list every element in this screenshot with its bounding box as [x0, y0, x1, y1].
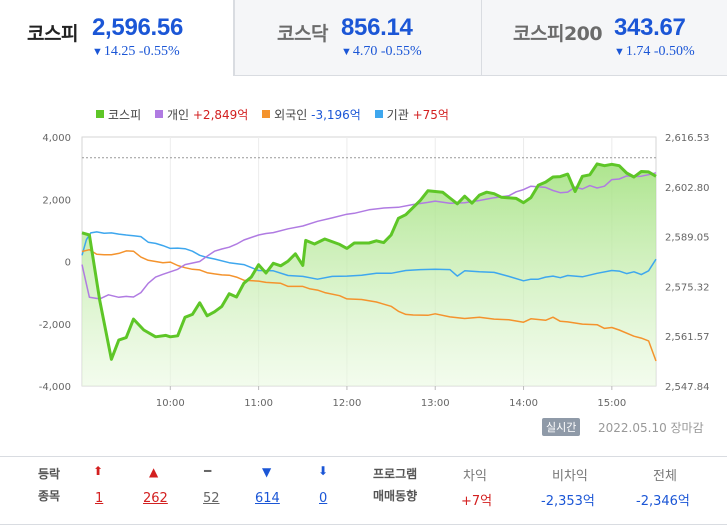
y-right-tick-label: 2,589.05	[665, 233, 710, 244]
program-heading-2: 매매동향	[373, 489, 418, 503]
index-change: ▼14.25 -0.55%	[92, 44, 180, 60]
flat-dash-icon: ━	[204, 464, 212, 478]
legend-label: 기관	[386, 108, 409, 122]
program-total-value: -2,346억	[636, 494, 690, 509]
program-arbitrage-label: 차익	[463, 469, 487, 484]
institution-line	[81, 231, 657, 282]
realtime-badge[interactable]: 실시간	[542, 418, 581, 436]
program-nonarbitrage-label: 비차익	[552, 469, 588, 484]
lower-limit-arrow-icon: ⬇	[318, 464, 329, 478]
updown-heading-1: 등락	[38, 467, 61, 481]
program-arbitrage-value: +7억	[461, 494, 493, 509]
upper-limit-count[interactable]: 1	[95, 491, 104, 506]
down-count[interactable]: 614	[255, 491, 280, 506]
index-change-text: 1.74 -0.50%	[625, 44, 695, 59]
legend-swatch	[96, 110, 104, 118]
x-tick-label: 13:00	[421, 398, 450, 409]
x-tick-label: 11:00	[244, 398, 273, 409]
legend-item-institution[interactable]: 기관 +75억	[374, 108, 449, 122]
program-total-label: 전체	[653, 469, 677, 484]
up-count[interactable]: 262	[143, 491, 168, 506]
y-left-tick-label: 0	[65, 258, 71, 269]
chart-legend: 코스피 개인 +2,849억 외국인 -3,196억 기관 +75억	[96, 106, 459, 123]
legend-label: 외국인	[274, 108, 308, 122]
y-left-tick-label: -4,000	[39, 382, 71, 393]
down-triangle-icon: ▼	[614, 46, 625, 58]
tab-kosdaq[interactable]: 코스닥 856.14 ▼4.70 -0.55%	[234, 0, 482, 76]
foreign-line	[81, 248, 657, 362]
legend-item-foreign[interactable]: 외국인 -3,196억	[262, 108, 361, 122]
legend-value: -3,196억	[311, 108, 361, 122]
up-triangle-icon: ▲	[149, 465, 159, 479]
index-change-text: 4.70 -0.55%	[352, 44, 422, 59]
x-tick-label: 15:00	[597, 398, 626, 409]
y-right-tick-label: 2,575.32	[665, 282, 710, 293]
legend-swatch	[262, 110, 271, 118]
x-tick-label: 12:00	[333, 398, 362, 409]
tab-kospi200[interactable]: 코스피200 343.67 ▼1.74 -0.50%	[482, 0, 727, 76]
y-right-tick-label: 2,602.80	[665, 183, 710, 194]
legend-swatch	[374, 110, 383, 118]
tab-name: 코스피200	[513, 23, 603, 45]
legend-item-kospi[interactable]: 코스피	[96, 108, 141, 122]
legend-label: 개인	[166, 108, 190, 122]
y-right-tick-label: 2,547.84	[665, 382, 710, 393]
tab-name: 코스닥	[277, 23, 328, 45]
kospi-line	[81, 162, 657, 361]
index-value: 343.67	[614, 14, 686, 41]
down-triangle-icon: ▼	[262, 465, 272, 479]
program-nonarbitrage-value: -2,353억	[541, 494, 595, 509]
flat-count[interactable]: 52	[203, 491, 220, 506]
market-summary: 등락 종목 ⬆ 1 ▲ 262 ━ 52 ▼ 614 ⬇ 0 프로그램 매매동향…	[0, 456, 727, 525]
x-tick-label: 14:00	[509, 398, 538, 409]
program-heading-1: 프로그램	[373, 467, 418, 481]
y-left-tick-label: 4,000	[42, 133, 71, 144]
y-left-tick-label: -2,000	[39, 320, 71, 331]
legend-value: +2,849억	[192, 108, 249, 122]
y-right-tick-label: 2,616.53	[665, 133, 710, 144]
tab-kospi[interactable]: 코스피 2,596.56 ▼14.25 -0.55%	[0, 0, 234, 76]
down-triangle-icon: ▼	[341, 46, 352, 58]
index-change: ▼4.70 -0.55%	[341, 44, 422, 60]
y-right-tick-label: 2,561.57	[665, 332, 710, 343]
x-tick-label: 10:00	[156, 398, 185, 409]
legend-value: +75억	[412, 108, 449, 122]
legend-label: 코스피	[108, 108, 142, 122]
legend-swatch	[154, 110, 163, 118]
index-change-text: 14.25 -0.55%	[103, 44, 180, 59]
chart-date: 2022.05.10 장마감	[598, 421, 704, 435]
index-tabs: 코스피 2,596.56 ▼14.25 -0.55% 코스닥 856.14 ▼4…	[0, 0, 727, 76]
individual-line	[81, 172, 657, 300]
intraday-chart[interactable]: 4,000 2,000 0 -2,000 -4,000 2,616.53 2,602.80 2…	[0, 125, 727, 415]
lower-limit-count[interactable]: 0	[319, 491, 328, 506]
index-change: ▼1.74 -0.50%	[614, 44, 695, 60]
legend-item-individual[interactable]: 개인 +2,849억	[154, 108, 249, 122]
updown-heading-2: 종목	[38, 489, 61, 503]
upper-limit-arrow-icon: ⬆	[93, 464, 104, 478]
index-value: 2,596.56	[92, 14, 184, 41]
tab-name: 코스피	[27, 23, 78, 45]
index-value: 856.14	[341, 14, 413, 41]
down-triangle-icon: ▼	[92, 46, 103, 58]
y-left-tick-label: 2,000	[42, 195, 71, 206]
